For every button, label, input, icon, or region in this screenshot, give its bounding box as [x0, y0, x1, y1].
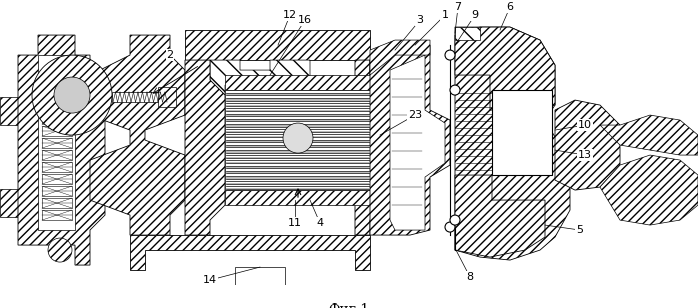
Text: 16: 16	[298, 15, 312, 25]
Bar	[492, 90, 552, 175]
Bar	[226, 120, 369, 121]
Bar	[226, 162, 369, 163]
Bar	[42, 138, 72, 148]
Text: 12: 12	[283, 10, 297, 20]
Bar	[225, 190, 370, 205]
Polygon shape	[600, 115, 698, 155]
Bar	[112, 92, 172, 102]
Bar	[226, 99, 369, 101]
Circle shape	[54, 77, 90, 113]
Polygon shape	[600, 155, 698, 225]
Text: 4: 4	[316, 218, 324, 228]
Circle shape	[445, 50, 455, 60]
Text: 14: 14	[203, 275, 217, 285]
Bar	[226, 172, 369, 173]
Bar	[0, 97, 18, 125]
Text: 2: 2	[166, 50, 174, 60]
Text: 11: 11	[288, 218, 302, 228]
Text: 6: 6	[507, 2, 514, 12]
Polygon shape	[455, 27, 570, 260]
Bar	[42, 126, 72, 136]
Bar	[226, 151, 369, 153]
Bar	[226, 167, 369, 168]
Bar	[42, 114, 72, 124]
Bar	[42, 186, 72, 196]
Text: 7: 7	[454, 2, 461, 12]
Polygon shape	[18, 35, 105, 265]
Bar	[226, 115, 369, 116]
Text: 8: 8	[466, 272, 473, 282]
Bar	[226, 136, 369, 137]
Bar	[226, 125, 369, 127]
Bar	[0, 189, 18, 217]
Bar	[226, 131, 369, 132]
Bar	[226, 177, 369, 179]
Polygon shape	[355, 60, 385, 235]
Bar	[42, 210, 72, 220]
Bar	[42, 198, 72, 208]
Circle shape	[32, 55, 112, 135]
Bar	[455, 27, 480, 40]
Bar	[226, 188, 369, 189]
Text: 9: 9	[471, 10, 479, 20]
Bar	[225, 90, 370, 190]
Bar	[226, 141, 369, 142]
Polygon shape	[390, 55, 445, 230]
Circle shape	[450, 85, 460, 95]
Circle shape	[48, 238, 72, 262]
Text: 23: 23	[408, 110, 422, 120]
Bar	[235, 267, 285, 285]
Text: 10: 10	[578, 120, 592, 130]
Bar	[42, 150, 72, 160]
Circle shape	[283, 123, 313, 153]
Text: 5: 5	[577, 225, 584, 235]
Polygon shape	[185, 60, 225, 235]
Bar	[226, 146, 369, 148]
Text: Фиг.1: Фиг.1	[329, 303, 369, 308]
Polygon shape	[370, 45, 450, 235]
Circle shape	[445, 222, 455, 232]
Bar	[226, 183, 369, 184]
Circle shape	[450, 215, 460, 225]
Bar	[185, 30, 370, 60]
Bar	[38, 55, 75, 230]
Text: 13: 13	[578, 150, 592, 160]
Bar	[226, 156, 369, 158]
Bar	[42, 162, 72, 172]
Bar	[42, 174, 72, 184]
Bar	[226, 104, 369, 106]
Polygon shape	[455, 175, 545, 257]
Polygon shape	[90, 35, 185, 235]
Polygon shape	[210, 60, 310, 95]
Text: 3: 3	[417, 15, 424, 25]
Bar	[226, 94, 369, 95]
Polygon shape	[455, 27, 555, 110]
Bar	[158, 87, 176, 107]
Polygon shape	[370, 40, 430, 75]
Polygon shape	[555, 100, 620, 190]
Bar	[226, 110, 369, 111]
Bar	[225, 75, 370, 90]
Polygon shape	[130, 235, 370, 270]
Text: 1: 1	[442, 10, 449, 20]
